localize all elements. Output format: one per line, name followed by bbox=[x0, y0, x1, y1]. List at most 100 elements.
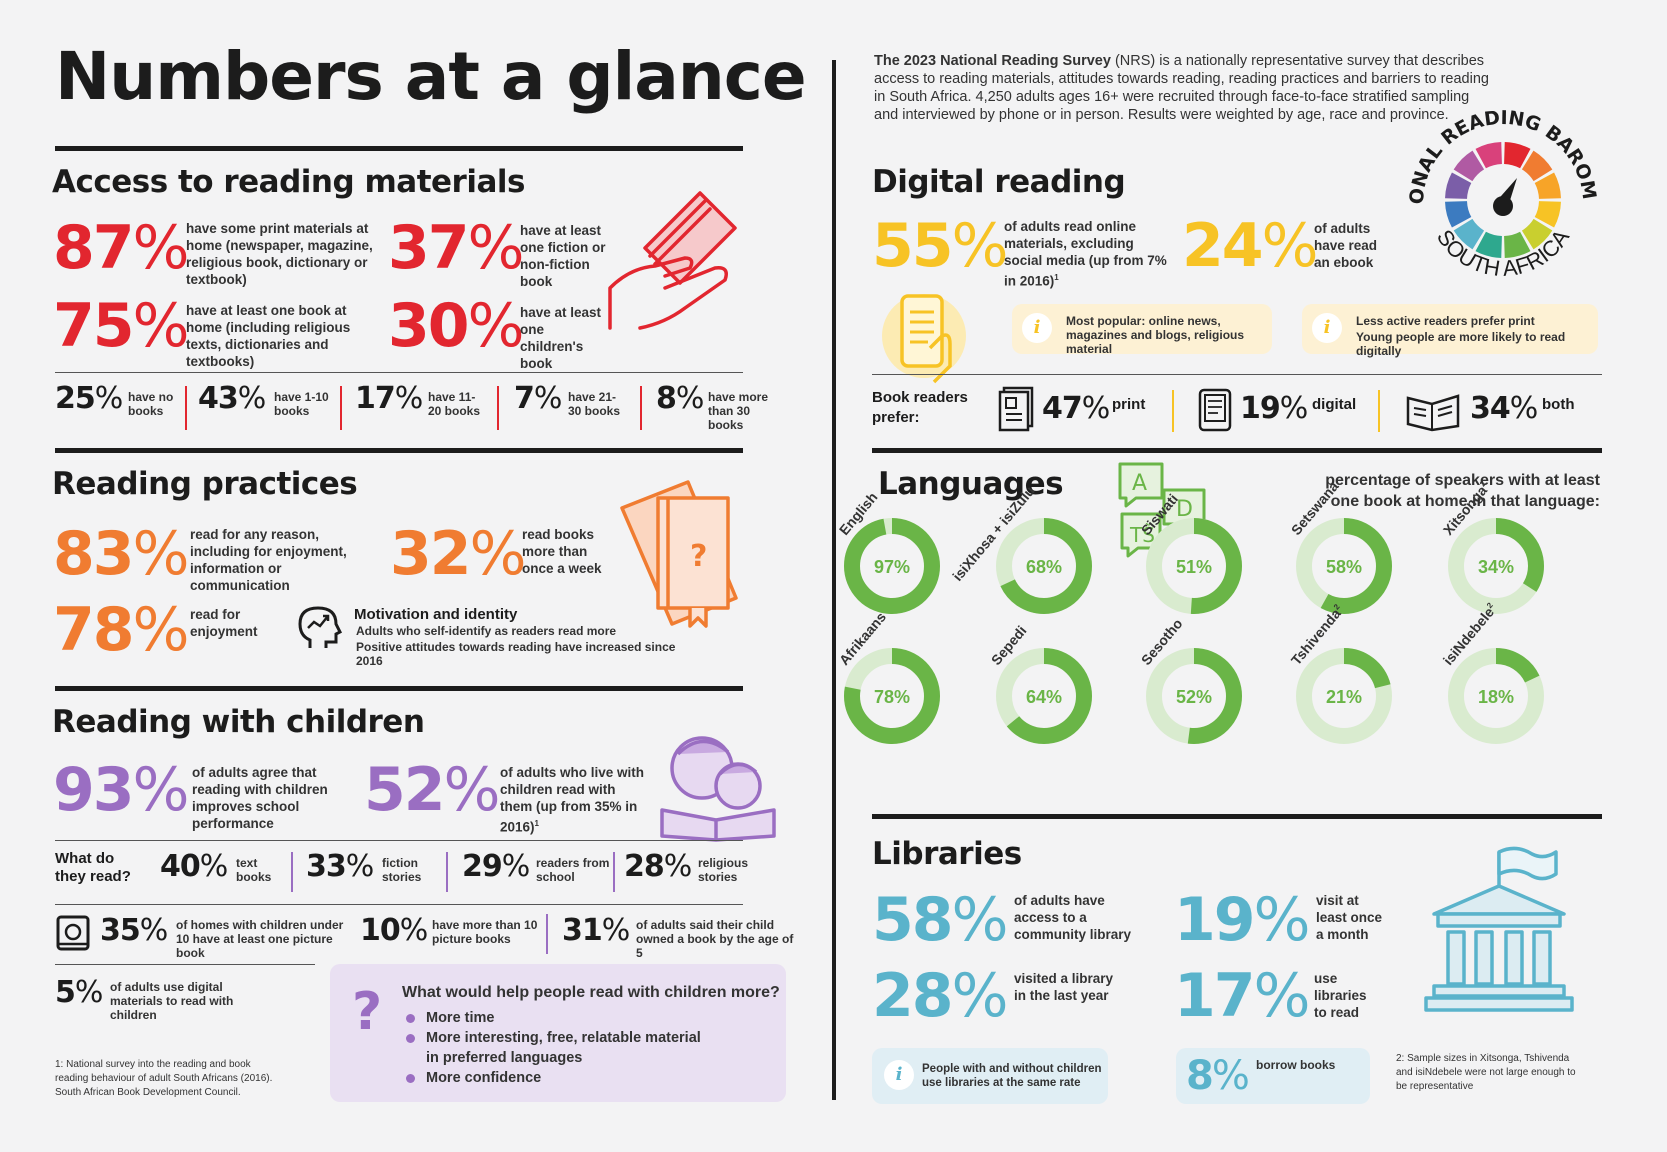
question-book-icon: ? bbox=[620, 480, 738, 628]
logo-bottom-text: SOUTH AFRICA bbox=[1432, 225, 1575, 281]
books-43-text: have 1-10 books bbox=[274, 390, 329, 418]
donut-value-arc bbox=[1448, 648, 1544, 744]
gauge-segment bbox=[1453, 150, 1485, 182]
divider bbox=[1172, 390, 1174, 432]
digital-divider bbox=[872, 374, 1602, 375]
gauge-segment bbox=[1475, 231, 1502, 258]
access-divider bbox=[55, 372, 743, 373]
donut-label: 78% bbox=[874, 687, 910, 707]
homes-31: 31% bbox=[562, 913, 631, 948]
donut-label: 68% bbox=[1026, 557, 1062, 577]
donut-value-arc bbox=[996, 518, 1092, 614]
prefer-label: Book readers prefer: bbox=[872, 389, 968, 426]
donut-label: 21% bbox=[1326, 687, 1362, 707]
donut-value-arc bbox=[844, 648, 940, 744]
gauge-segment bbox=[1445, 172, 1472, 199]
stat-78-text: read for enjoyment bbox=[190, 607, 258, 639]
donut-tshivenda: 21% bbox=[1296, 648, 1392, 744]
stat-30: 30% bbox=[388, 291, 525, 361]
stat-32-text: read books more than once a week bbox=[522, 527, 602, 576]
open-books-icon bbox=[1406, 394, 1460, 432]
help-item: More time bbox=[406, 1008, 706, 1028]
stat-58-text: of adults have access to a community lib… bbox=[1014, 893, 1132, 942]
books-25: 25% bbox=[55, 381, 124, 416]
donut-label: 34% bbox=[1478, 557, 1514, 577]
books-25-text: have no books bbox=[128, 390, 174, 418]
column-divider bbox=[832, 60, 836, 1100]
ereader-icon bbox=[1198, 388, 1232, 432]
footnote-2: 2: Sample sizes in Xitsonga, Tshivenda a… bbox=[1396, 1053, 1576, 1092]
what-33-text: fiction stories bbox=[382, 856, 422, 884]
picture-book-icon bbox=[56, 915, 90, 951]
help-item: More confidence bbox=[406, 1068, 706, 1088]
gauge-segment bbox=[1504, 142, 1531, 169]
donut-label: 64% bbox=[1026, 687, 1062, 707]
languages-heading: Languages bbox=[878, 466, 1064, 502]
page-title: Numbers at a glance bbox=[55, 38, 807, 115]
donut-label: 51% bbox=[1176, 557, 1212, 577]
help-question-mark: ? bbox=[352, 982, 383, 1042]
section-rule bbox=[872, 814, 1602, 819]
donut-isindebele: 18% bbox=[1448, 648, 1544, 744]
books-7-text: have 21-30 books bbox=[568, 390, 621, 418]
donut-sesotho: 52% bbox=[1146, 648, 1242, 744]
libraries-heading: Libraries bbox=[872, 836, 1022, 872]
donut-label: 18% bbox=[1478, 687, 1514, 707]
homes-35: 35% bbox=[100, 913, 169, 948]
svg-text:D: D bbox=[1176, 497, 1193, 522]
stat-28-text: visited a library in the last year bbox=[1014, 971, 1114, 1003]
donut-isixhosa-isizulu: 68% bbox=[996, 518, 1092, 614]
digital-info-2 bbox=[1302, 304, 1598, 354]
info-icon: i bbox=[884, 1060, 914, 1090]
borrow-8: 8% bbox=[1186, 1053, 1250, 1099]
donut-siswati: 51% bbox=[1146, 518, 1242, 614]
prefer-47: 47% bbox=[1042, 391, 1111, 426]
prefer-34-text: both bbox=[1542, 396, 1575, 413]
children-heading: Reading with children bbox=[52, 704, 425, 740]
motivation-line-2: Positive attitudes towards reading have … bbox=[356, 640, 676, 668]
children-divider bbox=[55, 840, 743, 841]
stat-93-text: of adults agree that reading with childr… bbox=[192, 765, 328, 831]
stat-83-text: read for any reason, including for enjoy… bbox=[190, 527, 347, 593]
print-newspaper-icon bbox=[998, 386, 1034, 432]
digital-materials-5: 5% bbox=[55, 975, 104, 1010]
stat-83: 83% bbox=[53, 519, 190, 589]
help-list: More time More interesting, free, relata… bbox=[406, 1008, 706, 1088]
homes-31-text: of adults said their child owned a book … bbox=[636, 918, 794, 960]
gauge-segment bbox=[1534, 201, 1561, 228]
homes-10: 10% bbox=[360, 913, 429, 948]
donut-sepedi: 64% bbox=[996, 648, 1092, 744]
gauge-segment bbox=[1504, 231, 1531, 258]
brain-growth-icon bbox=[298, 606, 343, 648]
section-rule bbox=[55, 448, 743, 453]
children-divider bbox=[55, 904, 743, 905]
stat-55: 55% bbox=[872, 211, 1009, 281]
motivation-title: Motivation and identity bbox=[354, 606, 518, 623]
homes-35-text: of homes with children under 10 have at … bbox=[176, 918, 344, 960]
stat-28: 28% bbox=[872, 961, 1009, 1031]
donut-xitsonga: 34% bbox=[1448, 518, 1544, 614]
svg-text:A: A bbox=[1132, 471, 1147, 496]
children-divider-short bbox=[55, 964, 315, 965]
what-read-label: What do they read? bbox=[55, 850, 131, 885]
homes-10-text: have more than 10 picture books bbox=[432, 918, 538, 946]
intro-text: The 2023 National Reading Survey (NRS) i… bbox=[874, 53, 1489, 123]
library-building-icon bbox=[1424, 846, 1574, 1012]
what-29-text: readers from school bbox=[536, 856, 610, 884]
stat-87-text: have some print materials at home (newsp… bbox=[186, 221, 373, 287]
info-icon: i bbox=[1022, 313, 1052, 343]
footnote-1: 1: National survey into the reading and … bbox=[55, 1059, 273, 1098]
info-icon: i bbox=[1312, 313, 1342, 343]
donut-value-arc bbox=[1146, 648, 1242, 744]
stat-75: 75% bbox=[53, 291, 190, 361]
gauge-segment bbox=[1453, 218, 1485, 250]
prefer-19: 19% bbox=[1240, 391, 1309, 426]
languages-subtitle: percentage of speakers with at least one… bbox=[1325, 472, 1600, 510]
language-letters-icon: A D TŠ bbox=[1118, 462, 1206, 558]
donut-label: 97% bbox=[874, 557, 910, 577]
donut-value-arc bbox=[1146, 518, 1242, 614]
what-29: 29% bbox=[462, 849, 531, 884]
donut-value-arc bbox=[1296, 518, 1392, 614]
national-reading-barometer-logo: NATIONAL READING BAROMETER SOUTH AFRICA bbox=[1398, 92, 1600, 281]
stat-93: 93% bbox=[53, 755, 190, 825]
